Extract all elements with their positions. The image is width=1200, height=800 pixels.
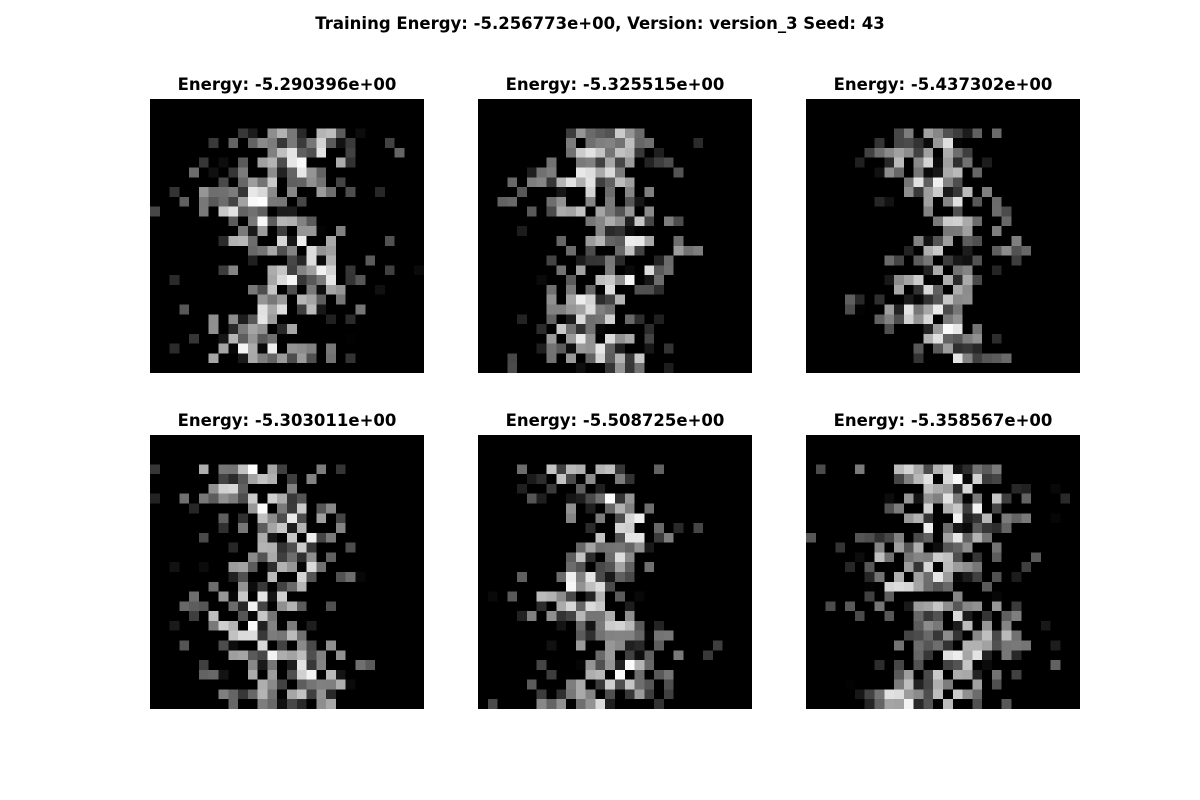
panel-3-title: Energy: -5.437302e+00: [833, 75, 1053, 94]
panel-4-heatmap: [150, 435, 424, 709]
panel-3-heatmap: [806, 99, 1080, 373]
panel-5-title: Energy: -5.508725e+00: [505, 411, 725, 430]
panel-1-heatmap: [150, 99, 424, 373]
panel-4-title: Energy: -5.303011e+00: [177, 411, 397, 430]
panel-2-title: Energy: -5.325515e+00: [505, 75, 725, 94]
panel-6-heatmap: [806, 435, 1080, 709]
figure-suptitle: Training Energy: -5.256773e+00, Version:…: [315, 14, 885, 33]
panel-2-heatmap: [478, 99, 752, 373]
panel-6-title: Energy: -5.358567e+00: [833, 411, 1053, 430]
panel-1-title: Energy: -5.290396e+00: [177, 75, 397, 94]
panel-5-heatmap: [478, 435, 752, 709]
